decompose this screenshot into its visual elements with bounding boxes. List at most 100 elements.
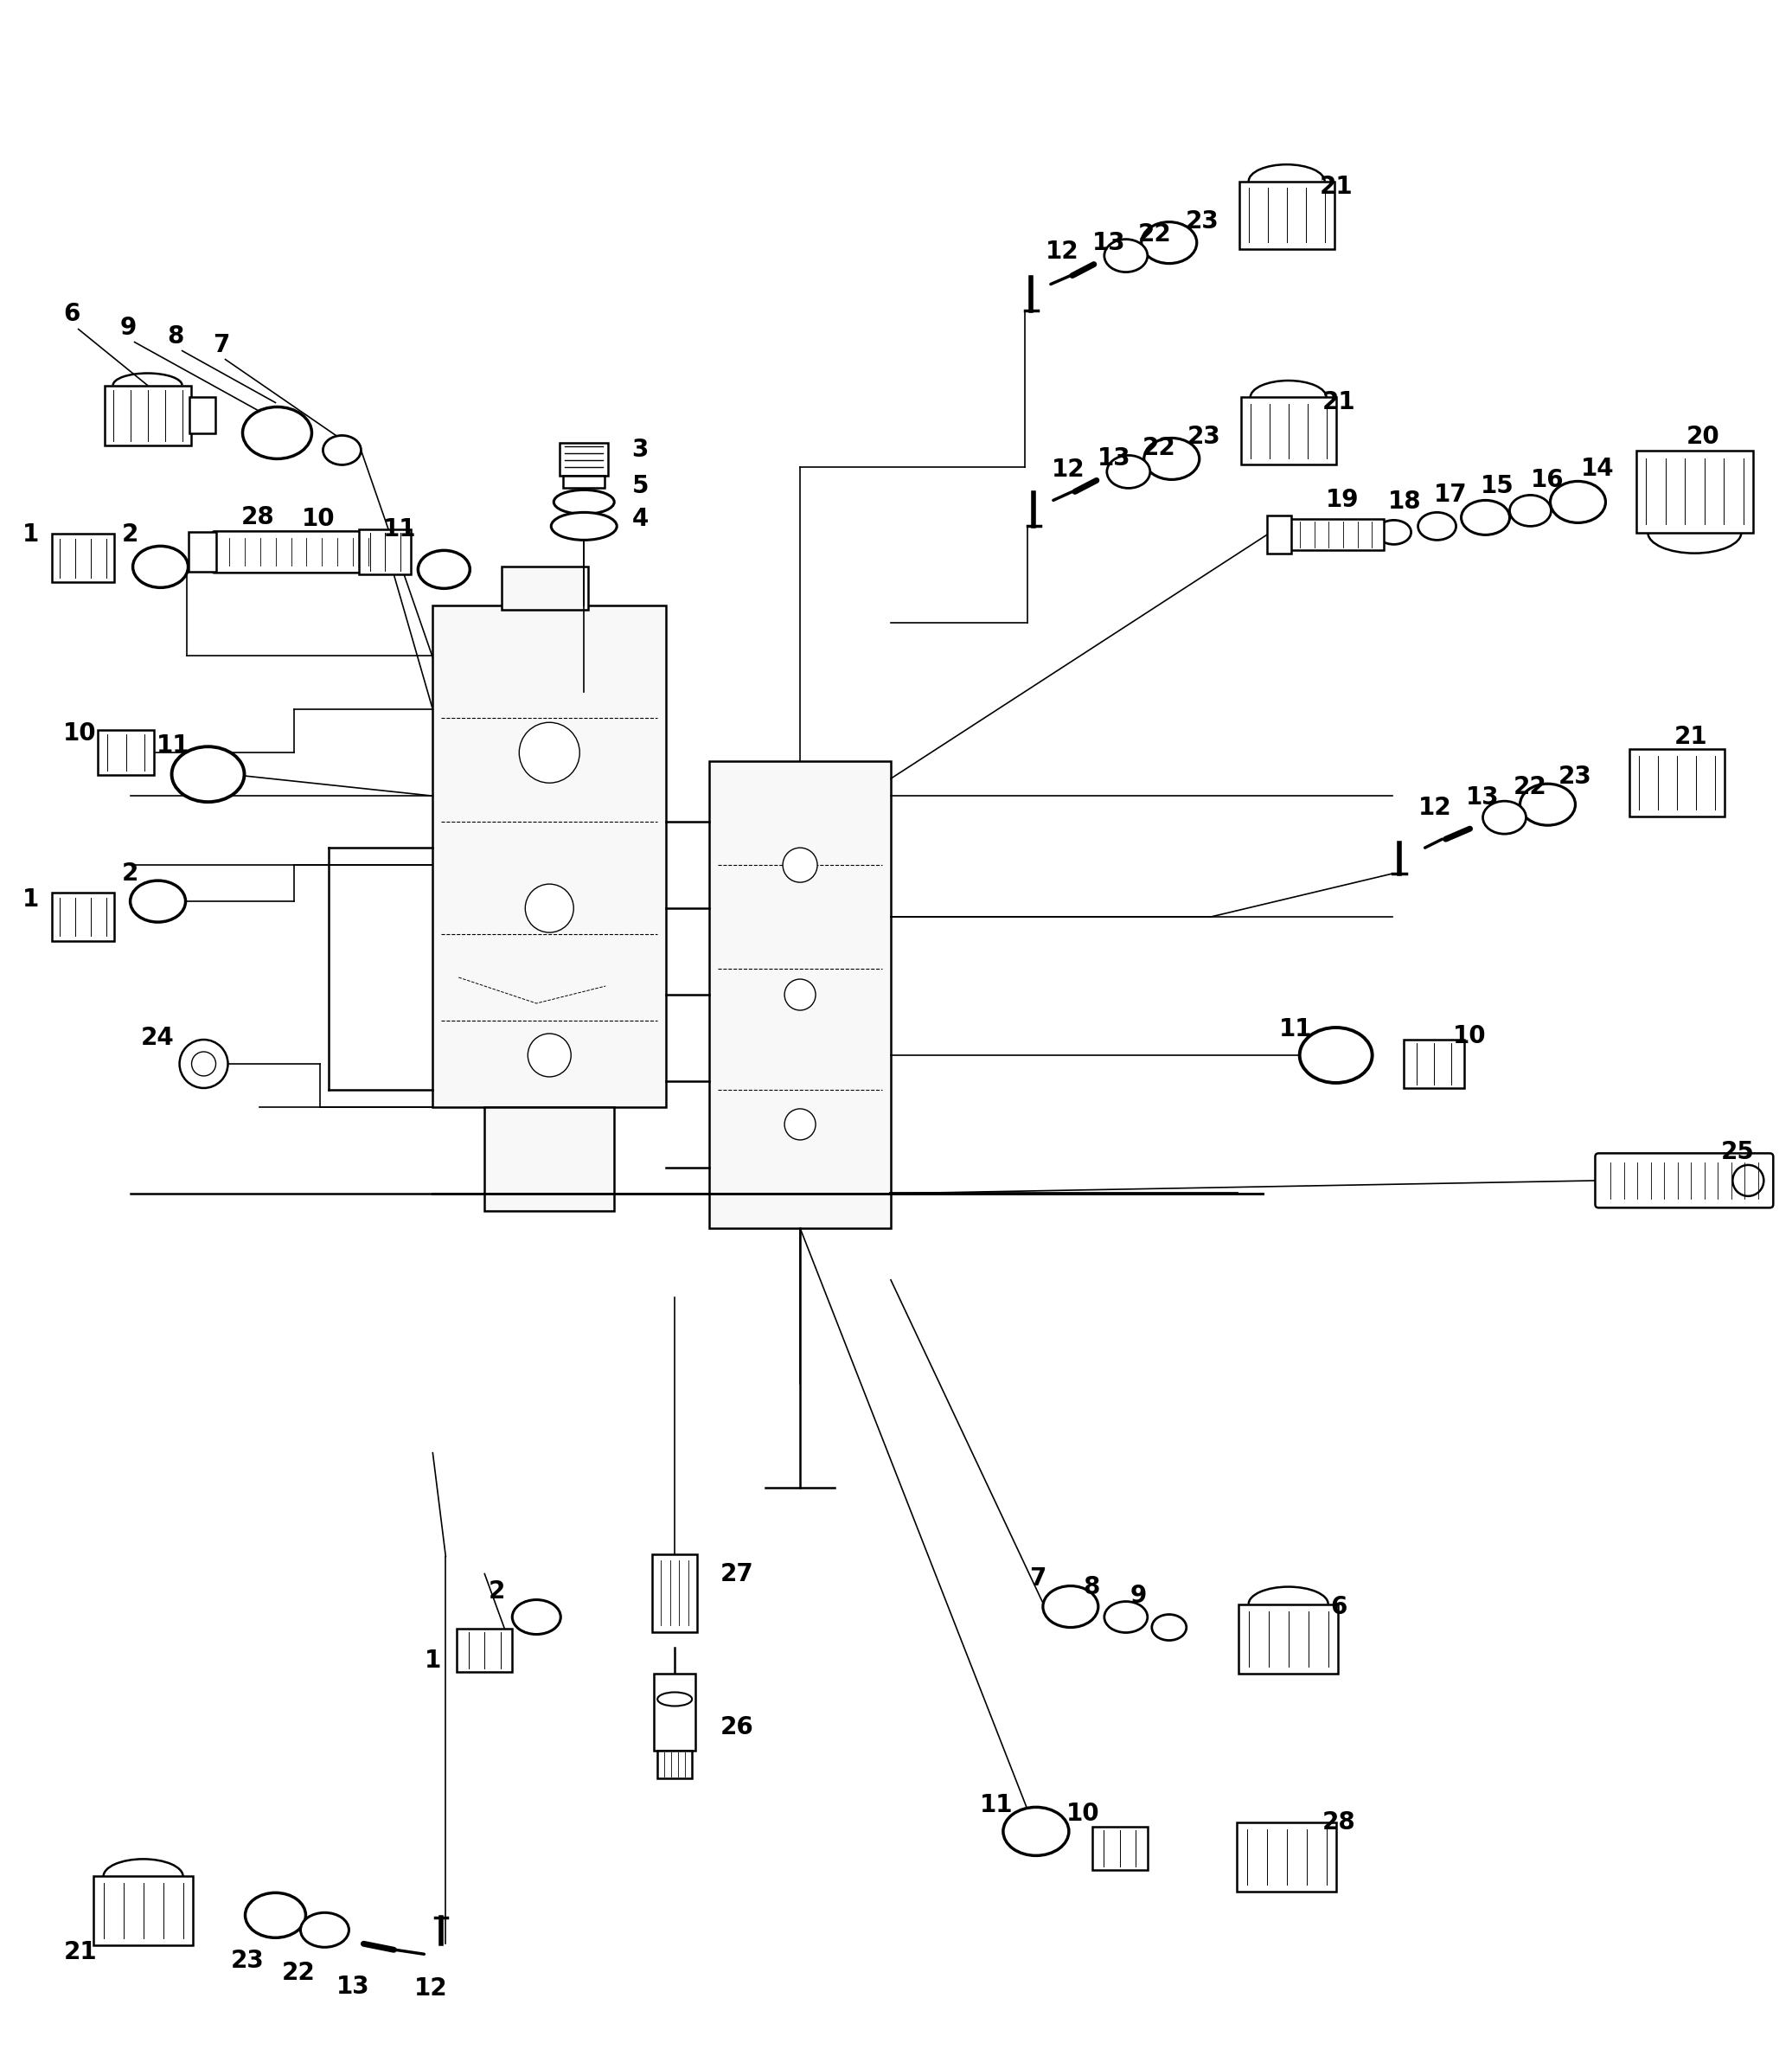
Ellipse shape	[1460, 501, 1509, 534]
Ellipse shape	[1417, 511, 1457, 540]
Text: 21: 21	[1674, 726, 1708, 749]
Text: 6: 6	[63, 301, 81, 326]
Bar	[559, 443, 607, 476]
Circle shape	[192, 1052, 215, 1076]
Text: 10: 10	[303, 507, 335, 532]
Text: 28: 28	[242, 505, 274, 530]
Text: 1: 1	[425, 1648, 441, 1672]
Text: 23: 23	[1186, 425, 1220, 450]
Text: 20: 20	[1686, 425, 1720, 450]
Ellipse shape	[513, 1600, 561, 1635]
Circle shape	[1733, 1165, 1763, 1196]
Text: 4: 4	[633, 507, 649, 532]
Text: 11: 11	[383, 518, 416, 542]
Text: 13: 13	[1091, 231, 1125, 256]
Text: 12: 12	[414, 1977, 448, 2000]
Bar	[710, 761, 891, 1229]
Text: 7: 7	[213, 332, 229, 357]
Bar	[1629, 749, 1726, 817]
Ellipse shape	[323, 435, 360, 464]
Text: 11: 11	[158, 734, 190, 759]
Text: 9: 9	[120, 315, 136, 340]
Text: 11: 11	[980, 1794, 1012, 1817]
Text: 21: 21	[1319, 175, 1353, 198]
Text: 22: 22	[1514, 775, 1546, 800]
Text: 3: 3	[633, 437, 649, 462]
Circle shape	[785, 1109, 815, 1140]
Bar	[1267, 516, 1290, 555]
Text: 2: 2	[122, 862, 138, 887]
Text: 9: 9	[1129, 1584, 1147, 1608]
Text: 14: 14	[1581, 458, 1615, 480]
Text: 12: 12	[1052, 458, 1084, 483]
Text: 19: 19	[1326, 489, 1358, 511]
Text: 18: 18	[1389, 491, 1421, 513]
Text: 28: 28	[1322, 1810, 1355, 1835]
Text: 13: 13	[1097, 447, 1131, 470]
Bar	[93, 1876, 194, 1944]
Bar	[1238, 1604, 1339, 1672]
Ellipse shape	[552, 511, 616, 540]
Text: 16: 16	[1530, 468, 1564, 493]
Ellipse shape	[172, 746, 244, 802]
Bar	[104, 386, 190, 445]
Text: 27: 27	[720, 1561, 754, 1586]
Bar	[457, 1629, 513, 1672]
Ellipse shape	[1550, 480, 1606, 524]
Circle shape	[785, 979, 815, 1010]
Ellipse shape	[133, 546, 188, 588]
Circle shape	[520, 722, 579, 784]
Bar	[652, 1555, 697, 1631]
FancyBboxPatch shape	[1595, 1153, 1774, 1208]
Ellipse shape	[1143, 437, 1199, 480]
Bar	[1240, 398, 1335, 464]
Bar	[654, 1672, 695, 1751]
Ellipse shape	[1299, 1027, 1373, 1083]
Bar	[1236, 1823, 1337, 1893]
Bar	[99, 730, 154, 775]
Ellipse shape	[1107, 456, 1150, 489]
Bar	[188, 532, 217, 571]
Text: 12: 12	[1045, 239, 1079, 264]
FancyBboxPatch shape	[211, 532, 385, 573]
Text: 21: 21	[1322, 390, 1355, 414]
Ellipse shape	[1142, 223, 1197, 264]
Ellipse shape	[131, 880, 186, 922]
Ellipse shape	[1482, 800, 1527, 833]
Bar	[52, 893, 115, 940]
Bar	[432, 606, 667, 1107]
Text: 13: 13	[337, 1975, 369, 1998]
Ellipse shape	[1152, 1615, 1186, 1641]
Text: 23: 23	[1559, 765, 1591, 790]
Ellipse shape	[1376, 520, 1410, 544]
Ellipse shape	[1004, 1806, 1068, 1856]
Ellipse shape	[418, 551, 470, 588]
Ellipse shape	[554, 491, 615, 513]
Text: 2: 2	[489, 1579, 505, 1604]
Bar	[52, 534, 115, 581]
Text: 24: 24	[142, 1025, 174, 1050]
Bar	[358, 530, 410, 575]
Text: 21: 21	[63, 1940, 97, 1965]
Text: 17: 17	[1434, 483, 1468, 507]
Text: 10: 10	[1066, 1802, 1098, 1827]
Text: 11: 11	[1279, 1017, 1312, 1041]
Ellipse shape	[1509, 495, 1552, 526]
Text: 13: 13	[1466, 786, 1500, 810]
Ellipse shape	[246, 1893, 306, 1938]
Bar	[1403, 1039, 1464, 1089]
Text: 22: 22	[1138, 223, 1172, 245]
Text: 10: 10	[1453, 1025, 1487, 1047]
Text: 2: 2	[122, 524, 138, 546]
Text: 26: 26	[720, 1716, 754, 1740]
Ellipse shape	[1104, 1602, 1147, 1633]
Ellipse shape	[658, 1693, 692, 1705]
Text: 22: 22	[1142, 437, 1176, 460]
Text: 10: 10	[63, 722, 97, 746]
Bar	[658, 1751, 692, 1780]
Bar	[1288, 520, 1383, 551]
Text: 6: 6	[1330, 1594, 1348, 1619]
Bar	[1636, 452, 1753, 532]
Text: 23: 23	[1185, 208, 1219, 233]
Ellipse shape	[1520, 784, 1575, 825]
